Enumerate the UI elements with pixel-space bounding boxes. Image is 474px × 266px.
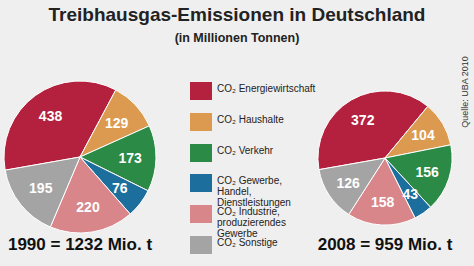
legend-swatch: [190, 236, 212, 254]
data-label: 372: [351, 112, 375, 128]
data-label: 156: [415, 164, 439, 180]
legend-label: CO₂ Industrie, produzierendes Gewerbe: [217, 206, 317, 239]
series-total: 1990 = 1232 Mio. t: [8, 235, 152, 254]
data-label: 158: [371, 194, 395, 210]
data-label: 126: [336, 175, 360, 191]
legend-swatch: [190, 174, 212, 192]
legend-label: CO₂ Energiewirtschaft: [217, 83, 317, 94]
pie: [4, 81, 156, 233]
data-label: 76: [112, 180, 128, 196]
data-label: 104: [411, 127, 435, 143]
subtitle: (in Millionen Tonnen): [175, 31, 300, 45]
slice: [5, 157, 80, 227]
series-total: 2008 = 959 Mio. t: [318, 235, 453, 254]
source-note: Quelle: UBA 2010: [460, 56, 470, 128]
data-label: 43: [402, 186, 418, 202]
data-label: 195: [29, 180, 53, 196]
legend-label: CO₂ Sonstige: [217, 237, 317, 248]
legend-label: CO₂ Gewerbe, Handel, Dienstleistungen: [217, 175, 317, 208]
legend-swatch: [190, 205, 212, 223]
legend-swatch: [190, 144, 212, 162]
legend-swatch: [190, 82, 212, 100]
data-label: 438: [39, 108, 63, 124]
data-label: 220: [76, 199, 100, 215]
legend-label: CO₂ Haushalte: [217, 114, 317, 125]
legend-swatch: [190, 113, 212, 131]
data-label: 129: [105, 115, 129, 131]
legend-label: CO₂ Verkehr: [217, 145, 317, 156]
pie: [318, 91, 452, 225]
title: Treibhausgas-Emissionen in Deutschland: [49, 4, 426, 25]
data-label: 173: [118, 150, 142, 166]
